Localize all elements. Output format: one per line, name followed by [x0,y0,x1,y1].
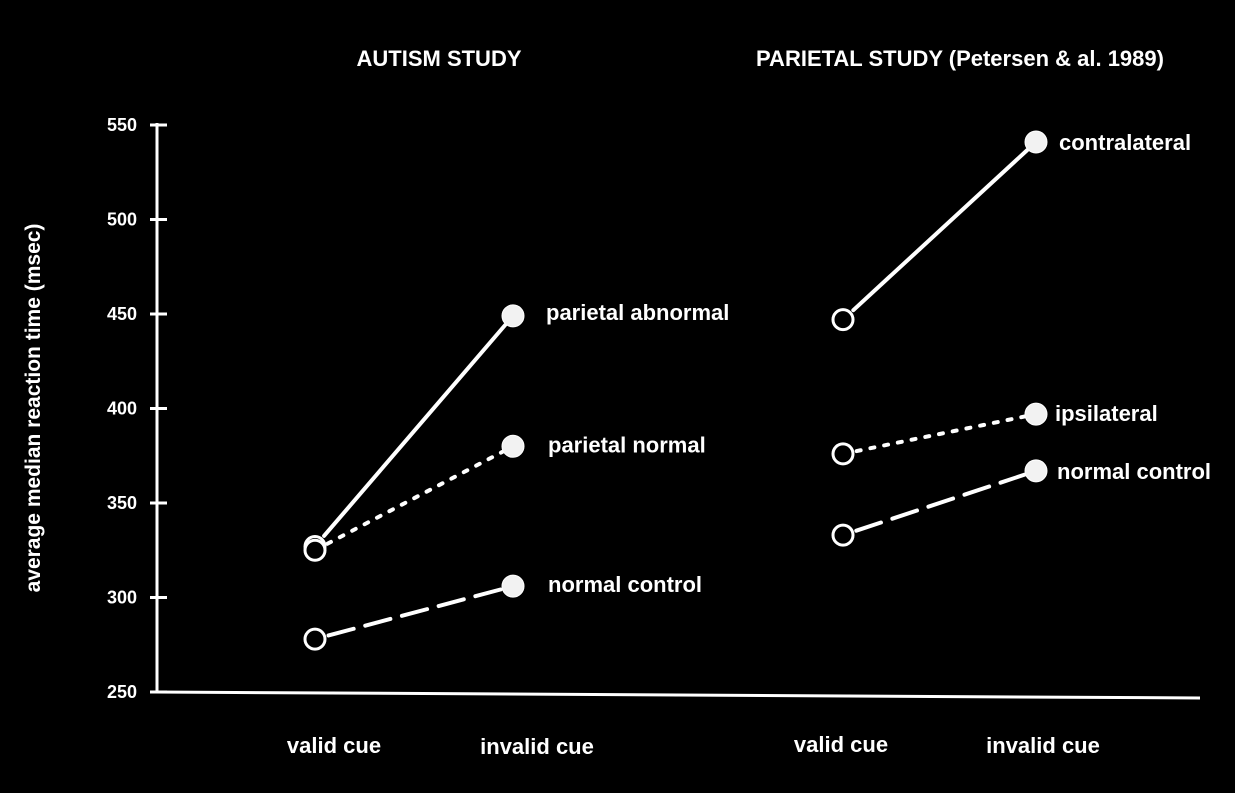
panel-title: PARIETAL STUDY (Petersen & al. 1989) [756,46,1164,71]
series-line [326,587,504,638]
data-point-invalid [1024,459,1048,483]
series-parietal-normal: parietal normal [303,432,706,562]
x-category-label: valid cue [794,732,888,757]
x-category-label: invalid cue [480,734,594,759]
series-label: normal control [1057,459,1211,484]
y-tick-label: 450 [107,304,137,324]
x-category-label: invalid cue [986,733,1100,758]
series-label: parietal abnormal [546,300,729,325]
y-tick-label: 400 [107,399,137,419]
data-point-invalid [1024,402,1048,426]
series-label: normal control [548,572,702,597]
y-tick-label: 550 [107,115,137,135]
series-line [322,322,508,538]
data-point-invalid [501,434,525,458]
y-axis-title: average median reaction time (msec) [22,224,45,593]
series-label: ipsilateral [1055,401,1158,426]
data-point-valid [303,538,327,562]
panel-autism-study: AUTISM STUDY valid cue invalid cue parietal… [287,46,729,759]
y-tick-label: 300 [107,588,137,608]
y-tick-label: 350 [107,493,137,513]
data-point-valid [831,308,855,332]
axes: 250 300 350 400 450 500 550 [107,115,1201,702]
data-point-valid [831,442,855,466]
y-tick-label: 500 [107,210,137,230]
series-ipsilateral: ipsilateral [831,401,1158,466]
data-point-invalid [1024,130,1048,154]
series-label: parietal normal [548,432,706,457]
series-line [851,148,1030,313]
series-normal-control: normal control [831,459,1211,547]
data-point-invalid [501,574,525,598]
x-axis-line [154,690,1201,700]
x-category-label: valid cue [287,733,381,758]
chart-panels: AUTISM STUDY valid cue invalid cue parietal… [287,46,1211,759]
data-point-valid [831,523,855,547]
series-line [854,472,1027,533]
y-tick-label: 250 [107,682,137,702]
series-line [854,414,1027,454]
panel-parietal-study: PARIETAL STUDY (Petersen & al. 1989) vali… [756,46,1211,758]
series-label: contralateral [1059,130,1191,155]
data-point-invalid [501,304,525,328]
series-contralateral: contralateral [831,130,1191,332]
series-normal-control: normal control [303,572,702,651]
data-point-valid [303,627,327,651]
series-parietal-abnormal: parietal abnormal [303,300,729,558]
series-line [325,449,505,546]
panel-title: AUTISM STUDY [357,46,522,71]
